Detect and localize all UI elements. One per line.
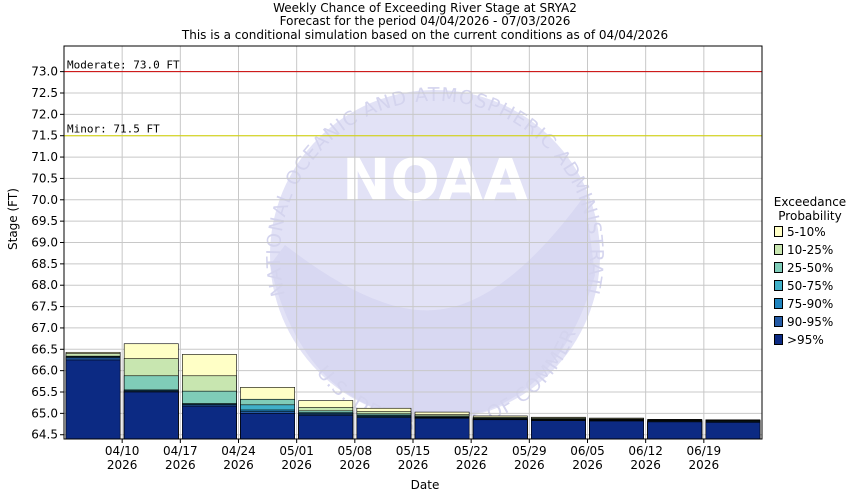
x-tick-label-date: 04/17 — [163, 444, 198, 458]
x-tick-label-year: 2026 — [107, 458, 138, 472]
legend-label: 90-95% — [787, 315, 834, 329]
legend-label: 10-25% — [787, 243, 834, 257]
legend-item: 90-95% — [774, 316, 833, 329]
legend-swatch — [774, 298, 783, 309]
legend-item: 75-90% — [774, 298, 833, 311]
x-tick-label-date: 05/15 — [396, 444, 431, 458]
legend-item: 5-10% — [774, 226, 826, 239]
x-tick-label-year: 2026 — [456, 458, 487, 472]
legend-label: 50-75% — [787, 279, 834, 293]
chart-title-line-1: Weekly Chance of Exceeding River Stage a… — [273, 1, 577, 15]
y-tick-label: 66.0 — [31, 364, 58, 378]
x-tick-label-date: 05/08 — [338, 444, 373, 458]
y-tick-label: 65.5 — [31, 385, 58, 399]
y-tick-label: 67.5 — [31, 300, 58, 314]
bar-segment-p95 — [182, 405, 237, 440]
x-axis-label: Date — [410, 478, 440, 492]
y-tick-label: 71.0 — [31, 150, 58, 164]
bar-segment-p95 — [65, 359, 121, 440]
legend-swatch — [774, 244, 783, 255]
x-tick-label-year: 2026 — [572, 458, 603, 472]
x-tick-label-date: 05/29 — [512, 444, 547, 458]
chart-title-line-2: Forecast for the period 04/04/2026 - 07/… — [279, 14, 571, 28]
bar-segment-p95 — [356, 417, 412, 440]
y-tick-label: 71.5 — [31, 129, 58, 143]
legend-item: 10-25% — [774, 244, 833, 257]
threshold-label: Minor: 71.5 FT — [67, 123, 160, 136]
legend-item: 50-75% — [774, 280, 833, 293]
bar-segment-p95 — [647, 421, 703, 440]
y-tick-label: 73.0 — [31, 65, 58, 79]
x-tick-label-year: 2026 — [514, 458, 545, 472]
legend-swatch — [774, 262, 783, 273]
y-tick-label: 70.0 — [31, 193, 58, 207]
y-tick-label: 68.0 — [31, 278, 58, 292]
legend-item: >95% — [774, 334, 824, 347]
bar-segment-p95 — [240, 413, 295, 440]
bar-segment-p95 — [531, 420, 586, 440]
y-tick-label: 67.0 — [31, 321, 58, 335]
x-tick-label-date: 04/24 — [221, 444, 256, 458]
watermark-wave — [270, 195, 595, 420]
bar-segment-p95 — [705, 422, 761, 440]
y-tick-label: 70.5 — [31, 171, 58, 185]
y-tick-label: 66.5 — [31, 342, 58, 356]
chart-title-line-3: This is a conditional simulation based o… — [181, 28, 669, 42]
x-tick-label-year: 2026 — [281, 458, 312, 472]
legend-swatch — [774, 334, 783, 345]
bar-segment-p95 — [414, 418, 470, 440]
x-tick-label-year: 2026 — [165, 458, 196, 472]
y-axis-label: Stage (FT) — [6, 188, 20, 250]
legend-swatch — [774, 226, 783, 237]
x-tick-label-date: 05/01 — [279, 444, 314, 458]
x-tick-label-date: 04/10 — [105, 444, 140, 458]
bar-segment-p95 — [472, 419, 528, 440]
watermark-logo-text: NOAA — [342, 146, 528, 214]
x-tick-label-year: 2026 — [398, 458, 429, 472]
y-tick-label: 68.5 — [31, 257, 58, 271]
x-tick-label-date: 06/05 — [570, 444, 605, 458]
x-tick-label-date: 06/12 — [628, 444, 663, 458]
y-tick-label: 65.0 — [31, 406, 58, 420]
y-tick-label: 64.5 — [31, 428, 58, 442]
legend-swatch — [774, 316, 783, 327]
legend-item: 25-50% — [774, 262, 833, 275]
x-tick-label-year: 2026 — [223, 458, 254, 472]
y-tick-label: 69.0 — [31, 236, 58, 250]
x-tick-label-date: 06/19 — [687, 444, 722, 458]
x-tick-label-year: 2026 — [630, 458, 661, 472]
y-tick-label: 69.5 — [31, 214, 58, 228]
bar-segment-p95 — [298, 415, 354, 440]
legend-label: 5-10% — [787, 225, 826, 239]
legend-title: Exceedance Probability — [773, 195, 847, 223]
bar-segment-p95 — [589, 420, 644, 440]
legend-swatch — [774, 280, 783, 291]
x-tick-label-year: 2026 — [689, 458, 720, 472]
legend-label: 75-90% — [787, 297, 834, 311]
x-tick-label-date: 05/22 — [454, 444, 489, 458]
legend-label: >95% — [787, 333, 824, 347]
y-tick-label: 72.0 — [31, 107, 58, 121]
y-tick-label: 72.5 — [31, 86, 58, 100]
threshold-label: Moderate: 73.0 FT — [67, 59, 180, 72]
bar-segment-p95 — [123, 391, 179, 440]
legend-label: 25-50% — [787, 261, 834, 275]
x-tick-label-year: 2026 — [340, 458, 371, 472]
